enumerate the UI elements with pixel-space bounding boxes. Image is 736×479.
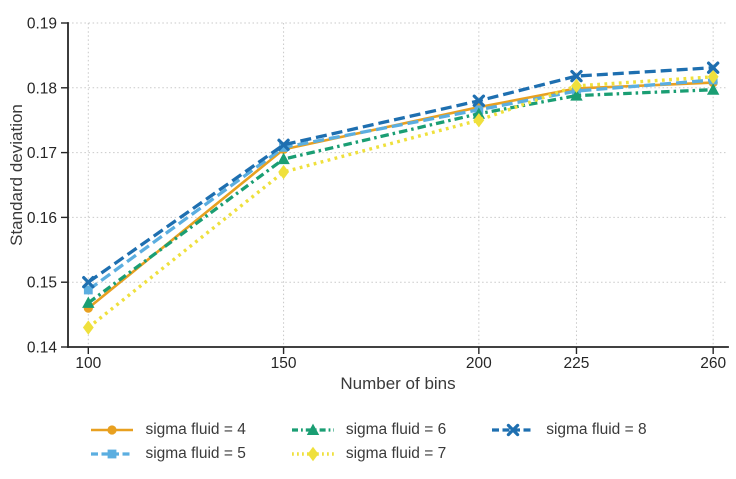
circle-marker xyxy=(107,425,118,435)
x-marker xyxy=(277,138,290,152)
y-tick-label: 0.18 xyxy=(27,80,57,97)
series-line xyxy=(87,88,714,305)
series-line xyxy=(87,81,714,310)
diamond-marker xyxy=(307,446,319,462)
diamond-marker xyxy=(278,164,289,180)
legend-item: sigma fluid = 8 xyxy=(490,421,647,439)
triangle-marker xyxy=(570,89,583,101)
x-marker xyxy=(570,69,583,83)
series-line xyxy=(87,75,714,329)
y-tick-label: 0.16 xyxy=(27,210,57,227)
series-line xyxy=(87,66,714,284)
legend-label: sigma fluid = 5 xyxy=(145,445,246,462)
legend-label: sigma fluid = 6 xyxy=(345,421,447,438)
x-tick-label: 200 xyxy=(466,355,492,372)
legend-item: sigma fluid = 5 xyxy=(89,445,246,463)
legend-item: sigma fluid = 7 xyxy=(290,445,446,463)
legend-marker xyxy=(291,446,334,462)
x-marker xyxy=(472,94,486,107)
square-marker xyxy=(83,285,93,295)
data-series xyxy=(82,61,720,335)
legend-item: sigma fluid = 4 xyxy=(89,421,246,439)
diamond-marker xyxy=(571,78,582,94)
y-tick-label: 0.15 xyxy=(27,275,57,292)
y-tick-label: 0.17 xyxy=(27,145,57,162)
x-marker xyxy=(506,423,520,437)
y-tick-label: 0.14 xyxy=(27,340,58,357)
x-axis-label: Number of bins xyxy=(340,374,455,393)
x-tick-label: 225 xyxy=(564,355,590,372)
legend-marker xyxy=(91,449,134,459)
triangle-marker xyxy=(277,152,290,165)
x-marker xyxy=(706,61,720,74)
chart-legend: sigma fluid = 4 sigma fluid = 5 sigma flui… xyxy=(0,421,736,463)
x-tick-label: 150 xyxy=(271,355,297,372)
triangle-marker xyxy=(706,83,720,95)
legend-marker xyxy=(91,425,134,435)
legend-marker xyxy=(291,423,334,435)
square-marker xyxy=(108,449,117,459)
legend-label: sigma fluid = 8 xyxy=(546,421,647,438)
axes: 0.14 0.15 0.16 0.17 0.18 0.19 100 150 200 225 260 xyxy=(27,16,729,372)
x-tick-label: 260 xyxy=(700,355,726,372)
diamond-marker xyxy=(707,69,719,84)
series-line xyxy=(87,78,714,292)
x-tick-label: 100 xyxy=(75,355,101,372)
y-axis-label: Standard deviation xyxy=(7,104,26,246)
y-tick-label: 0.19 xyxy=(27,16,57,33)
legend-item: sigma fluid = 6 xyxy=(290,421,446,439)
diamond-marker xyxy=(82,320,94,335)
legend-label: sigma fluid = 7 xyxy=(345,445,447,462)
square-marker xyxy=(279,143,288,152)
triangle-marker xyxy=(306,423,320,435)
legend-marker xyxy=(492,423,535,437)
triangle-marker xyxy=(82,296,95,308)
x-marker xyxy=(82,276,95,289)
legend-label: sigma fluid = 4 xyxy=(145,421,246,438)
diamond-marker xyxy=(473,113,485,128)
